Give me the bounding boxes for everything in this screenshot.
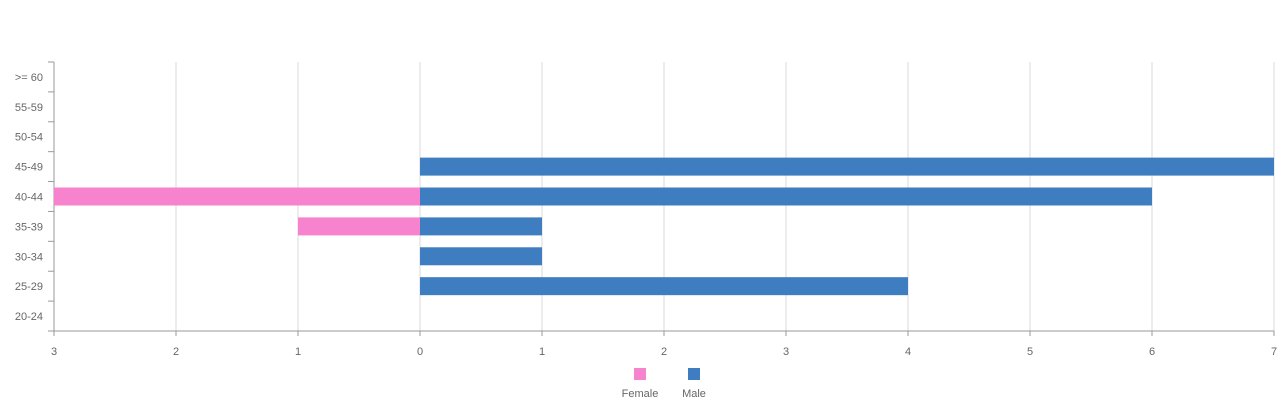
x-tick-label: 2 [661, 346, 667, 358]
y-tick-label: >= 60 [15, 72, 43, 84]
legend-swatch-male[interactable] [688, 368, 700, 380]
x-tick-label: 6 [1149, 346, 1155, 358]
bar-male[interactable] [420, 157, 1274, 176]
legend-label-female[interactable]: Female [622, 388, 659, 400]
y-tick-label: 45-49 [15, 162, 43, 174]
legend-swatch-female[interactable] [634, 368, 646, 380]
y-tick-label: 50-54 [15, 132, 43, 144]
y-tick-label: 40-44 [15, 192, 43, 204]
x-tick-label: 3 [783, 346, 789, 358]
y-tick-label: 30-34 [15, 251, 43, 263]
bar-male[interactable] [420, 277, 908, 296]
bar-female[interactable] [298, 217, 420, 236]
x-tick-label: 2 [173, 346, 179, 358]
x-tick-label: 0 [417, 346, 423, 358]
x-tick-label: 3 [51, 346, 57, 358]
bar-male[interactable] [420, 247, 542, 266]
y-tick-label: 25-29 [15, 281, 43, 293]
x-tick-label: 5 [1027, 346, 1033, 358]
y-tick-label: 35-39 [15, 221, 43, 233]
x-tick-label: 4 [905, 346, 911, 358]
bar-male[interactable] [420, 217, 542, 236]
x-tick-label: 7 [1271, 346, 1277, 358]
bar-female[interactable] [54, 187, 420, 206]
x-tick-label: 1 [539, 346, 545, 358]
legend-label-male[interactable]: Male [682, 388, 706, 400]
y-tick-label: 55-59 [15, 102, 43, 114]
bar-male[interactable] [420, 187, 1152, 206]
x-tick-label: 1 [295, 346, 301, 358]
y-tick-label: 20-24 [15, 311, 43, 323]
